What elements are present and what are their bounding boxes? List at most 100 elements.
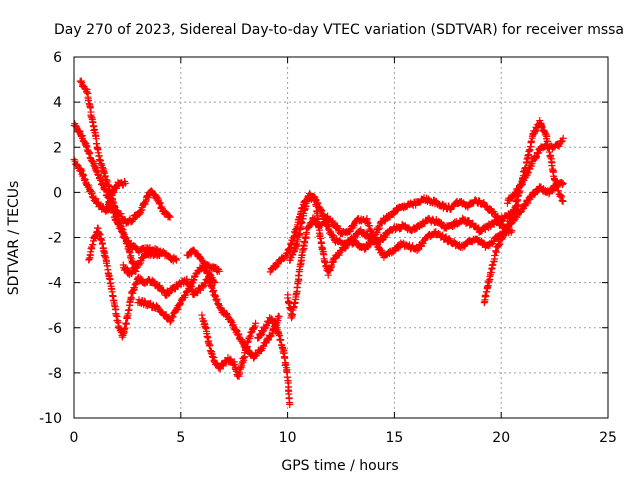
data-point xyxy=(208,352,216,360)
data-point xyxy=(288,314,296,322)
data-point xyxy=(286,400,294,408)
axis-ticks xyxy=(73,56,609,419)
data-point xyxy=(238,336,246,344)
series-track-15 xyxy=(503,134,567,207)
data-point xyxy=(144,194,152,202)
data-point xyxy=(239,355,247,363)
data-point xyxy=(548,162,556,170)
series-track-2 xyxy=(70,155,174,227)
data-point xyxy=(485,279,493,287)
data-point xyxy=(369,231,377,239)
series-track-5 xyxy=(102,177,129,215)
data-point xyxy=(483,283,491,291)
data-point xyxy=(507,228,515,236)
data-point xyxy=(435,229,443,237)
series-track-6 xyxy=(119,249,163,279)
x-tick-label: 15 xyxy=(385,430,403,446)
data-point xyxy=(223,309,231,317)
data-point xyxy=(419,239,427,247)
data-point xyxy=(526,146,534,154)
data-point xyxy=(89,241,97,249)
data-point xyxy=(508,214,516,222)
data-point xyxy=(92,140,100,148)
data-point xyxy=(492,247,500,255)
x-tick-label: 10 xyxy=(279,430,297,446)
data-point xyxy=(500,232,508,240)
data-point xyxy=(211,279,219,287)
data-point xyxy=(121,324,129,332)
x-tick-label: 25 xyxy=(599,430,617,446)
data-point xyxy=(166,318,174,326)
data-point xyxy=(96,201,104,209)
data-point xyxy=(110,189,118,197)
data-point xyxy=(88,245,96,253)
data-point xyxy=(558,197,566,205)
data-point xyxy=(98,236,106,244)
data-point xyxy=(284,294,292,302)
data-point xyxy=(113,211,121,219)
data-point xyxy=(86,186,94,194)
data-point xyxy=(341,245,349,253)
data-point xyxy=(326,264,334,272)
data-point xyxy=(95,230,103,238)
data-point xyxy=(486,204,494,212)
data-point xyxy=(524,169,532,177)
data-point xyxy=(98,240,106,248)
data-point xyxy=(167,317,175,325)
data-point xyxy=(527,138,535,146)
data-point xyxy=(290,303,298,311)
chart-title: Day 270 of 2023, Sidereal Day-to-day VTE… xyxy=(54,22,624,38)
y-tick-label: -10 xyxy=(39,411,62,427)
data-point xyxy=(103,178,111,186)
data-point xyxy=(284,299,292,307)
data-point xyxy=(98,164,106,172)
data-point xyxy=(132,264,140,272)
data-point xyxy=(247,329,255,337)
data-point xyxy=(328,263,336,271)
y-tick-label: 6 xyxy=(53,50,62,66)
data-point xyxy=(94,198,102,206)
data-point xyxy=(121,179,129,187)
data-point xyxy=(227,317,235,325)
data-point xyxy=(117,221,125,229)
data-point xyxy=(272,320,280,328)
data-point xyxy=(311,194,319,202)
data-point xyxy=(321,258,329,266)
y-tick-label: -8 xyxy=(48,366,62,382)
data-point xyxy=(117,210,125,218)
data-point xyxy=(376,224,384,232)
data-points xyxy=(70,77,567,408)
data-point xyxy=(275,330,283,338)
x-tick-labels: 0 5 10 15 20 25 xyxy=(70,430,617,446)
data-point xyxy=(83,88,91,96)
data-point xyxy=(118,333,126,341)
data-point xyxy=(72,122,80,130)
data-point xyxy=(508,227,516,235)
series-track-4 xyxy=(85,224,283,362)
y-tick-labels: -10 -8 -6 -4 -2 0 2 4 6 xyxy=(39,50,62,427)
data-point xyxy=(137,207,145,215)
data-point xyxy=(235,370,243,378)
x-axis-label: GPS time / hours xyxy=(281,458,398,474)
data-point xyxy=(252,319,260,327)
data-point xyxy=(317,234,325,242)
y-tick-label: 2 xyxy=(53,140,62,156)
data-point xyxy=(287,240,295,248)
grid-lines xyxy=(74,57,608,418)
data-point xyxy=(523,155,531,163)
data-point xyxy=(491,251,499,259)
data-point xyxy=(553,183,561,191)
data-point xyxy=(75,127,83,135)
series-track-13 xyxy=(284,212,516,322)
data-point xyxy=(158,203,166,211)
data-point xyxy=(511,204,519,212)
series-track-12 xyxy=(286,189,522,279)
data-point xyxy=(281,354,289,362)
series-track-9 xyxy=(198,311,260,380)
data-point xyxy=(166,213,174,221)
data-point xyxy=(110,301,118,309)
data-point xyxy=(104,200,112,208)
y-axis-label: SDTVAR / TECUs xyxy=(6,181,22,296)
data-point xyxy=(525,147,533,155)
data-point xyxy=(303,198,311,206)
